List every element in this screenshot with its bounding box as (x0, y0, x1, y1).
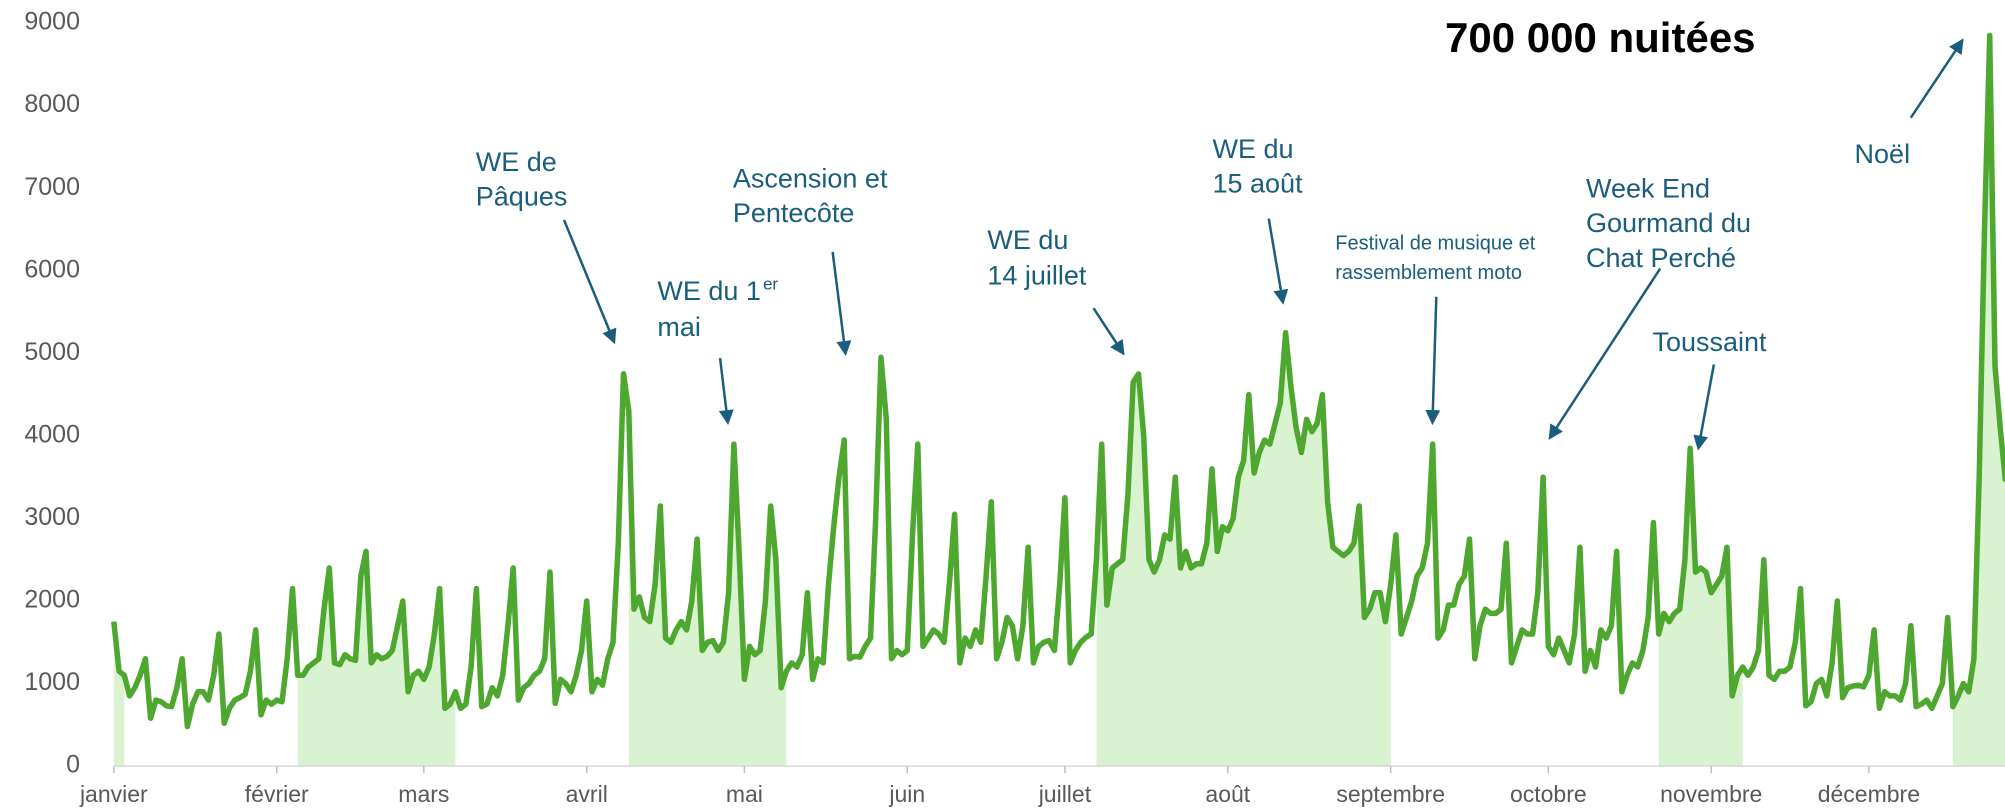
annotation: Gourmand du (1586, 208, 1751, 238)
y-tick-label: 7000 (24, 173, 80, 201)
x-tick-label: février (245, 781, 309, 807)
x-tick-label: septembre (1336, 781, 1445, 807)
annotation-sup: er (763, 274, 778, 293)
annotation: Noël (1855, 139, 1911, 169)
x-tick-label: avril (566, 781, 608, 807)
y-tick-label: 6000 (24, 255, 80, 283)
annotation: WE du (1212, 134, 1293, 164)
annotation: Week End (1586, 174, 1710, 204)
annotation: mai (657, 312, 701, 342)
data-line (111, 32, 2005, 730)
annotation: Toussaint (1652, 327, 1767, 357)
annotation: Chat Perché (1586, 243, 1736, 273)
annotation: 14 juillet (987, 261, 1087, 291)
annotation-arrow (718, 357, 734, 426)
y-tick-label: 1000 (24, 668, 80, 696)
x-tick-label: décembre (1818, 781, 1920, 807)
x-tick-label: août (1205, 781, 1250, 807)
x-tick-label: mars (398, 781, 449, 807)
annotation: Pentecôte (733, 198, 855, 228)
chart-title: 700 000 nuitées (1445, 14, 1756, 61)
annotation: 15 août (1212, 169, 1303, 199)
y-tick-label: 0 (66, 751, 80, 779)
y-tick-label: 3000 (24, 503, 80, 531)
y-tick-label: 9000 (24, 8, 80, 36)
annotation: WE de (476, 147, 557, 177)
annotation-arrow (831, 251, 852, 356)
annotation-arrow (1092, 307, 1125, 356)
annotation: WE du 1 (657, 276, 761, 306)
shaded-period (1658, 448, 1743, 767)
annotation: Festival de musique et (1335, 233, 1536, 255)
x-tick-label: juillet (1038, 781, 1092, 807)
x-tick-label: novembre (1660, 781, 1762, 807)
x-tick-label: mai (726, 781, 763, 807)
y-tick-label: 2000 (24, 586, 80, 614)
annotation-arrow (1267, 218, 1289, 305)
annotation-arrow (1425, 296, 1441, 426)
y-tick-label: 8000 (24, 90, 80, 118)
annotation-arrow (1693, 364, 1716, 451)
annotation: Pâques (476, 181, 568, 211)
annotation: WE du (987, 225, 1068, 255)
x-tick-label: janvier (79, 781, 148, 807)
x-tick-label: juin (888, 781, 925, 807)
annotation: Ascension et (733, 163, 888, 193)
shaded-period (1096, 332, 1391, 767)
annotation-arrow (1548, 267, 1662, 440)
annotation-arrow (1909, 38, 1964, 119)
y-tick-label: 5000 (24, 338, 80, 366)
y-tick-label: 4000 (24, 420, 80, 448)
annotation: rassemblement moto (1335, 262, 1522, 284)
annotation-arrow (562, 219, 617, 345)
x-tick-label: octobre (1510, 781, 1587, 807)
